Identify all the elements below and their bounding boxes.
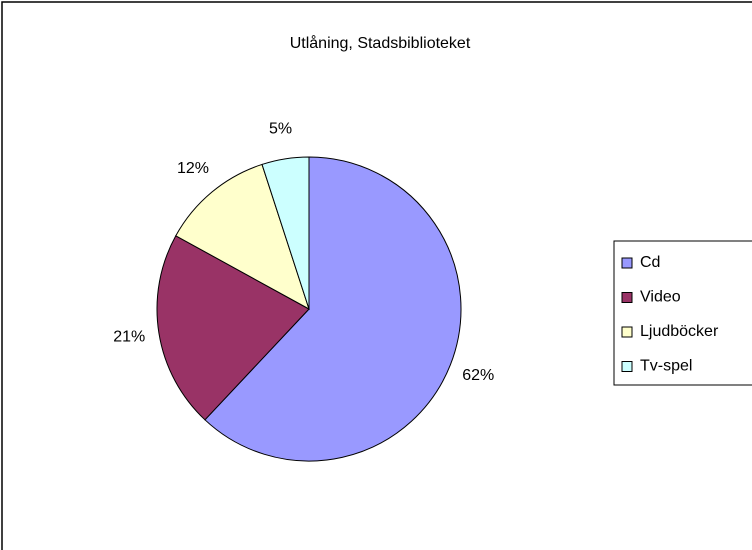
data-label: 62%: [462, 367, 494, 384]
legend-swatch: [621, 292, 633, 303]
legend-box: [613, 240, 752, 386]
data-label: 21%: [113, 329, 145, 346]
pie-slice: [204, 156, 462, 462]
legend-swatch: [621, 326, 633, 338]
pie-slice: [261, 156, 310, 310]
data-label: 5%: [269, 120, 292, 137]
legend-swatch: [621, 361, 633, 372]
pie-slice: [156, 235, 310, 421]
legend-label: Tv-spel: [640, 358, 692, 375]
legend-label: Video: [640, 289, 681, 306]
legend-label: Ljudböcker: [640, 323, 719, 340]
chart-title: Utlåning, Stadsbiblioteket: [290, 34, 471, 52]
pie-slice: [175, 163, 310, 311]
legend-label: Cd: [640, 254, 660, 271]
data-label: 12%: [177, 160, 209, 177]
legend-swatch: [621, 257, 633, 269]
